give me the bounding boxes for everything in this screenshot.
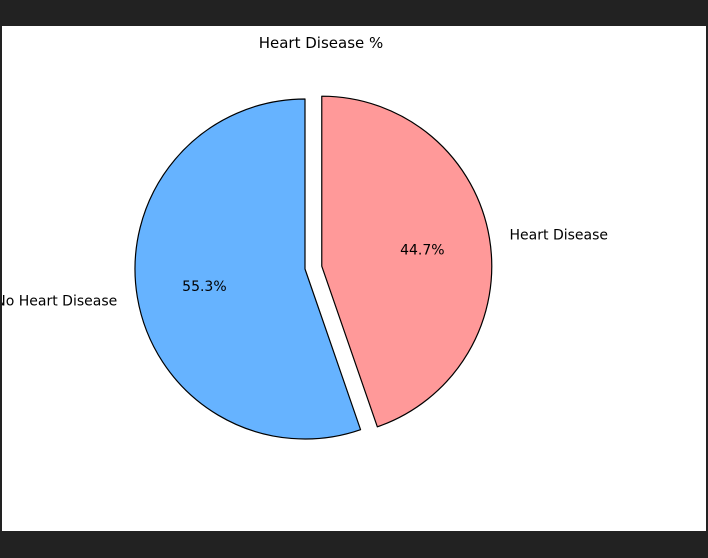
- pie-slices: [134, 95, 493, 440]
- pie-slice-no-heart-disease: [134, 98, 362, 440]
- chart-figure: Heart Disease % Heart Disease 44.7% No Hea…: [2, 26, 706, 531]
- slice-percent-label: 55.3%: [182, 279, 226, 295]
- pie-labels: Heart Disease 44.7% No Heart Disease 55.3%: [2, 228, 608, 310]
- chart-title: Heart Disease %: [259, 34, 384, 52]
- pie-chart: Heart Disease % Heart Disease 44.7% No Hea…: [2, 34, 608, 440]
- slice-percent-label: 44.7%: [400, 242, 444, 258]
- slice-label: Heart Disease: [510, 228, 608, 244]
- slice-label: No Heart Disease: [2, 294, 117, 310]
- pie-slice-heart-disease: [321, 95, 493, 428]
